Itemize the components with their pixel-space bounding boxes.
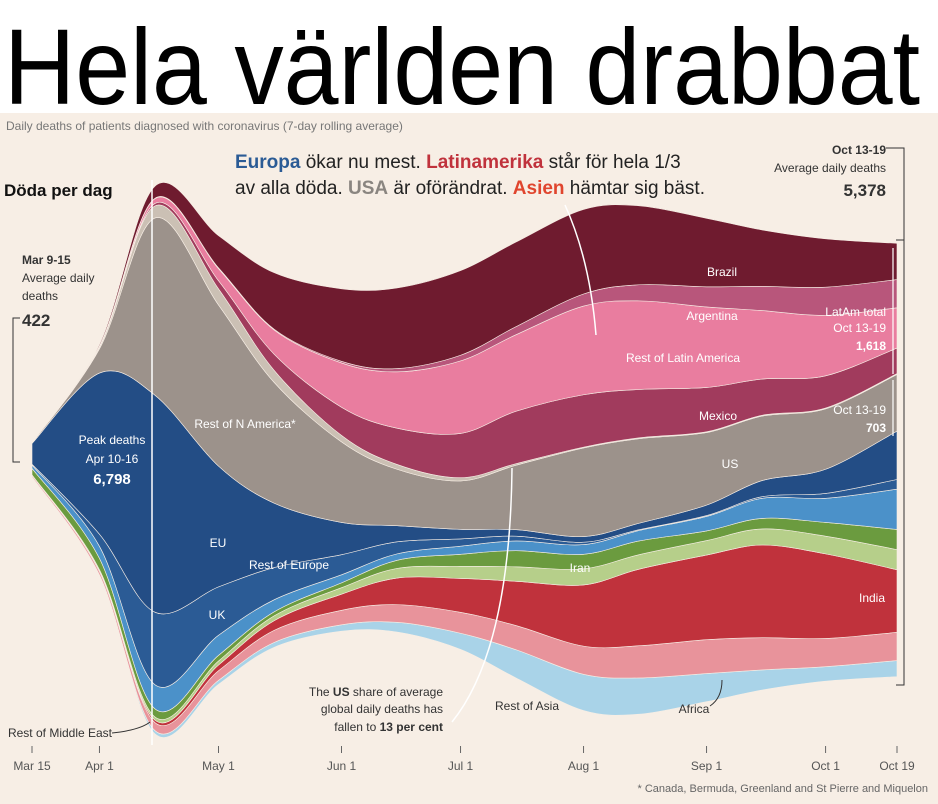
- headline-line: av alla döda. USA är oförändrat. Asien h…: [235, 178, 705, 199]
- headline-text: ökar nu mest.: [300, 152, 426, 173]
- series-label: EU: [210, 536, 227, 550]
- peak-note-period: Apr 10-16: [86, 452, 139, 466]
- headline-line: Europa ökar nu mest. Latinamerika står f…: [235, 152, 681, 173]
- footnote: * Canada, Bermuda, Greenland and St Pier…: [638, 783, 928, 795]
- latam-note-period: Oct 13-19: [833, 321, 886, 335]
- series-label: Rest of Asia: [495, 699, 559, 713]
- headline-text: står för hela 1/3: [543, 152, 680, 173]
- series-label: Rest of Latin America: [626, 351, 740, 365]
- y-label: Döda per dag: [4, 181, 113, 200]
- label-leaders: [111, 679, 723, 734]
- headline: Europa ökar nu mest. Latinamerika står f…: [235, 152, 705, 199]
- series-labels: Brazil Argentina Rest of Latin America M…: [8, 265, 885, 740]
- headline-word: Latinamerika: [426, 152, 544, 173]
- us-note-arrow: [451, 467, 513, 723]
- us-note-text: 13 per cent: [380, 720, 443, 734]
- series-label: UK: [209, 608, 226, 622]
- start-note-value: 422: [22, 311, 50, 330]
- us-end-period: Oct 13-19: [833, 403, 886, 417]
- us-note: The US share of average global daily dea…: [309, 685, 443, 734]
- x-tick-label: Oct 19: [879, 759, 915, 773]
- start-note-period: Mar 9-15: [22, 253, 71, 267]
- us-note-line: global daily deaths has: [321, 702, 443, 716]
- series-label: Africa: [679, 702, 710, 716]
- us-end-value: 703: [866, 421, 886, 435]
- stream-area: [31, 182, 898, 444]
- headline-text: hämtar sig bäst.: [565, 178, 705, 199]
- headline-arrow: [564, 204, 597, 336]
- end-note-value: 5,378: [843, 181, 886, 200]
- series-label: Rest of Europe: [249, 558, 329, 572]
- peak-note-text: Peak deaths: [79, 433, 146, 447]
- x-tick-label: Sep 1: [691, 759, 723, 773]
- x-axis: Mar 15 Apr 1 May 1 Jun 1 Jul 1 Aug 1 Sep 1 Oct …: [13, 746, 915, 773]
- latam-note-value: 1,618: [856, 339, 886, 353]
- series-label: Argentina: [686, 309, 738, 323]
- us-note-line: The US share of average: [309, 685, 443, 699]
- end-bracket: [886, 147, 905, 686]
- start-note-text: Average daily: [22, 271, 95, 285]
- x-tick-label: Jul 1: [448, 759, 474, 773]
- headline-word: Europa: [235, 152, 301, 173]
- x-tick-label: Jun 1: [327, 759, 357, 773]
- series-label: US: [722, 457, 739, 471]
- us-note-text: fallen to: [334, 720, 379, 734]
- series-label: Mexico: [699, 409, 737, 423]
- start-bracket: [12, 317, 20, 463]
- series-label: Iran: [570, 561, 591, 575]
- subtitle: Daily deaths of patients diagnosed with …: [6, 119, 403, 133]
- x-tick-label: Apr 1: [85, 759, 114, 773]
- us-note-text: The: [309, 685, 333, 699]
- end-note-period: Oct 13-19: [832, 143, 886, 157]
- us-note-line: fallen to 13 per cent: [334, 720, 443, 734]
- x-tick-label: Mar 15: [13, 759, 51, 773]
- series-label: Rest of Middle East: [8, 726, 113, 740]
- us-note-text: share of average: [350, 685, 444, 699]
- x-tick-label: Aug 1: [568, 759, 600, 773]
- us-note-text: global daily deaths has: [321, 702, 443, 716]
- series-label: Brazil: [707, 265, 737, 279]
- headline-text: är oförändrat.: [388, 178, 513, 199]
- series-label: India: [859, 591, 885, 605]
- peak-note-value: 6,798: [93, 471, 131, 488]
- headline-word: Asien: [513, 178, 565, 199]
- series-label: Rest of N America*: [194, 417, 296, 431]
- headline-text: av alla döda.: [235, 178, 348, 199]
- headline-word: USA: [348, 178, 388, 199]
- chart-title: Hela världen drabbat: [4, 6, 920, 127]
- x-tick-label: Oct 1: [811, 759, 840, 773]
- streams: [31, 182, 898, 738]
- x-tick-label: May 1: [202, 759, 235, 773]
- end-note-text: Average daily deaths: [774, 161, 886, 175]
- start-note-text: deaths: [22, 289, 58, 303]
- us-note-text: US: [333, 685, 350, 699]
- latam-note-text: LatAm total: [825, 305, 886, 319]
